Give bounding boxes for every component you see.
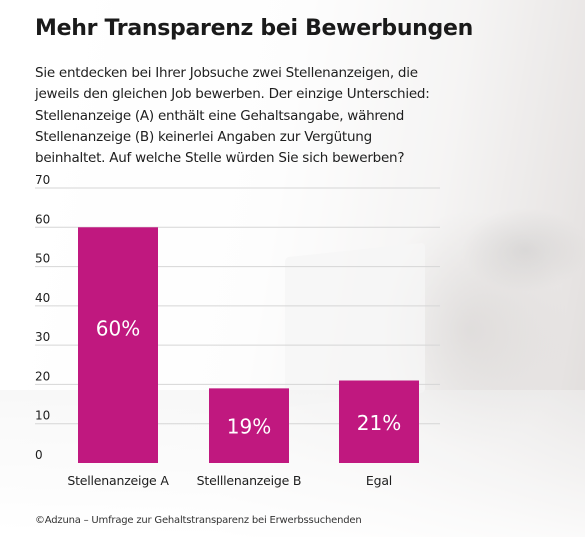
x-tick-label: Stellenanzeige A <box>67 473 169 488</box>
survey-question: Sie entdecken bei Ihrer Jobsuche zwei St… <box>35 65 430 167</box>
data-label: 60% <box>96 316 140 340</box>
data-label: 21% <box>357 411 401 435</box>
bar <box>209 388 289 463</box>
y-tick-label: 10 <box>35 409 50 423</box>
y-tick-label: 40 <box>35 291 50 305</box>
data-label: 19% <box>227 415 271 439</box>
bar <box>339 380 419 463</box>
y-tick-label: 0 <box>35 448 43 462</box>
x-tick-label: Egal <box>366 473 392 488</box>
y-tick-label: 70 <box>35 173 50 187</box>
bar <box>78 227 158 463</box>
y-tick-label: 20 <box>35 369 50 383</box>
x-tick-label: Stelllenanzeige B <box>197 473 302 488</box>
y-tick-label: 60 <box>35 212 50 226</box>
chart-title: Mehr Transparenz bei Bewerbungen <box>35 16 473 41</box>
source-note: ©Adzuna – Umfrage zur Gehaltstransparenz… <box>35 515 362 526</box>
y-tick-label: 30 <box>35 330 50 344</box>
y-tick-label: 50 <box>35 252 50 266</box>
